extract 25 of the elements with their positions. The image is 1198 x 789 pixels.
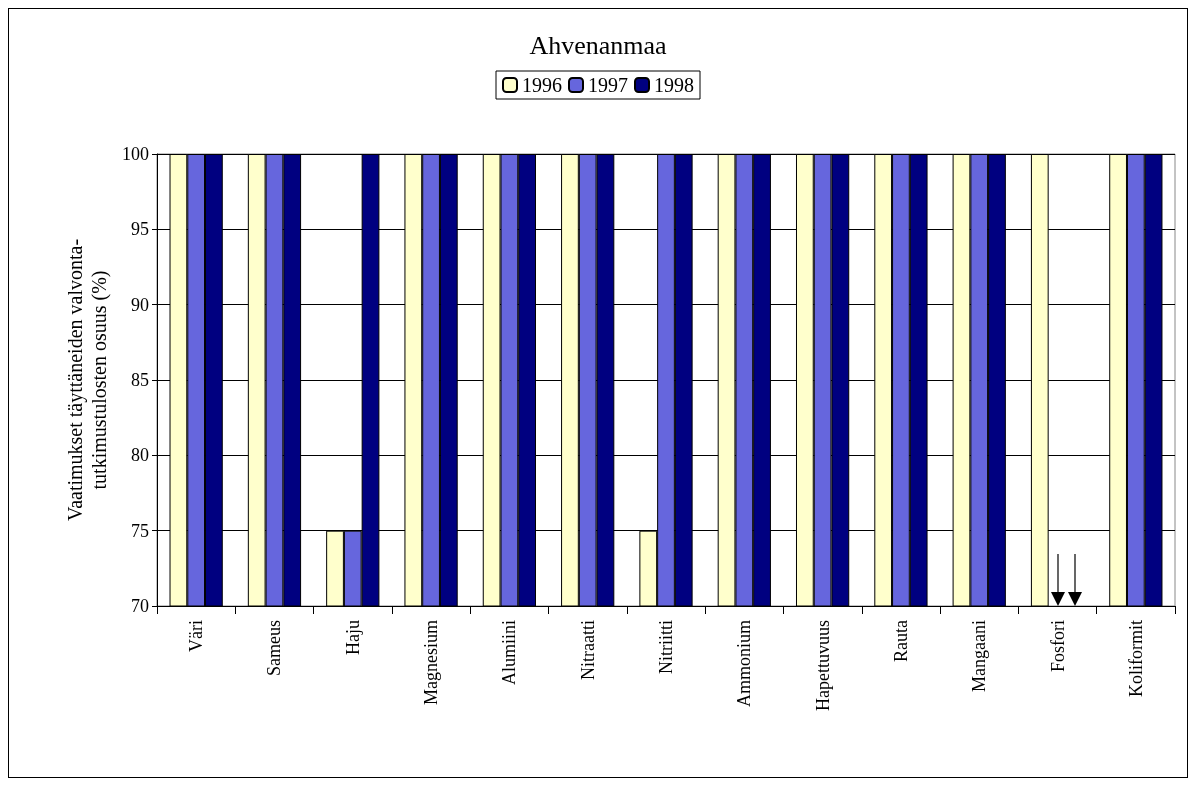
x-tick-label: Mangaani xyxy=(969,620,990,692)
y-tick-label: 100 xyxy=(122,144,149,164)
y-tick-label: 95 xyxy=(131,219,149,240)
legend-label: 1996 xyxy=(522,74,562,96)
legend-label: 1997 xyxy=(588,74,628,96)
x-tick-label: Haju xyxy=(342,620,363,655)
x-tick-label: Alumiini xyxy=(499,620,520,686)
y-tick-label: 90 xyxy=(131,294,149,315)
y-axis-title: Vaatimukset täyttäneiden valvonta- tutkimustulosten osuus (%) xyxy=(64,238,112,522)
y-tick-label: 70 xyxy=(131,596,149,616)
y-tick-label: 75 xyxy=(131,520,149,541)
x-tick-label: Koliformit xyxy=(1125,620,1146,697)
x-tick-label: Nitraatti xyxy=(577,620,598,680)
x-tick-label: Sameus xyxy=(264,620,285,676)
legend-label: 1998 xyxy=(654,74,694,96)
x-tick-label: Fosfori xyxy=(1047,620,1068,673)
x-tick-label: Magnesium xyxy=(421,620,442,705)
x-tick-label: Nitriitti xyxy=(656,620,676,674)
x-tick-label: Ammonium xyxy=(734,620,755,708)
y-tick-label: 85 xyxy=(131,370,149,390)
x-tick-label: Hapettuvuus xyxy=(812,620,833,711)
x-tick-label: Väri xyxy=(186,620,207,652)
chart-title: Ahvenanmaa xyxy=(529,30,668,60)
y-tick-label: 80 xyxy=(131,445,149,466)
x-tick-label: Rauta xyxy=(890,620,911,662)
